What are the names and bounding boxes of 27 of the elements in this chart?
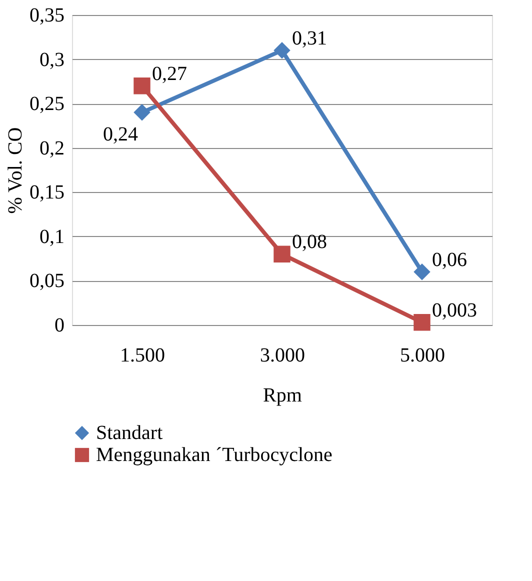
x-tick-label: 3.000	[260, 344, 305, 366]
legend-label: Menggunakan ´Turbocyclone	[96, 444, 333, 466]
y-tick-label: 0,25	[30, 93, 64, 116]
data-label: 0,31	[292, 27, 327, 50]
x-tick-label: 5.000	[400, 344, 445, 366]
point	[134, 77, 150, 94]
data-label: 0,003	[432, 299, 477, 322]
y-tick-label: 0,2	[40, 137, 64, 160]
data-label: 0,08	[292, 231, 327, 254]
y-tick-label: 0,15	[30, 182, 64, 204]
x-tick-label: 1.500	[120, 344, 165, 366]
y-tick-label: 0,1	[40, 226, 64, 248]
y-tick-label: 0,35	[30, 4, 64, 26]
point	[274, 42, 290, 59]
y-tick-label: 0,05	[30, 270, 64, 292]
x-axis-title: Rpm	[263, 384, 302, 406]
y-tick-label: 0	[54, 314, 64, 336]
data-label: 0,06	[432, 248, 467, 271]
point	[134, 104, 150, 121]
data-label: 0,27	[152, 62, 187, 85]
y-axis-title: % Vol. CO	[4, 127, 26, 214]
y-tick-label: 0,3	[40, 48, 64, 71]
point	[274, 246, 290, 263]
point	[414, 263, 430, 280]
legend-label: Standart	[96, 422, 164, 444]
data-label: 0,24	[103, 123, 138, 146]
point	[414, 314, 430, 331]
